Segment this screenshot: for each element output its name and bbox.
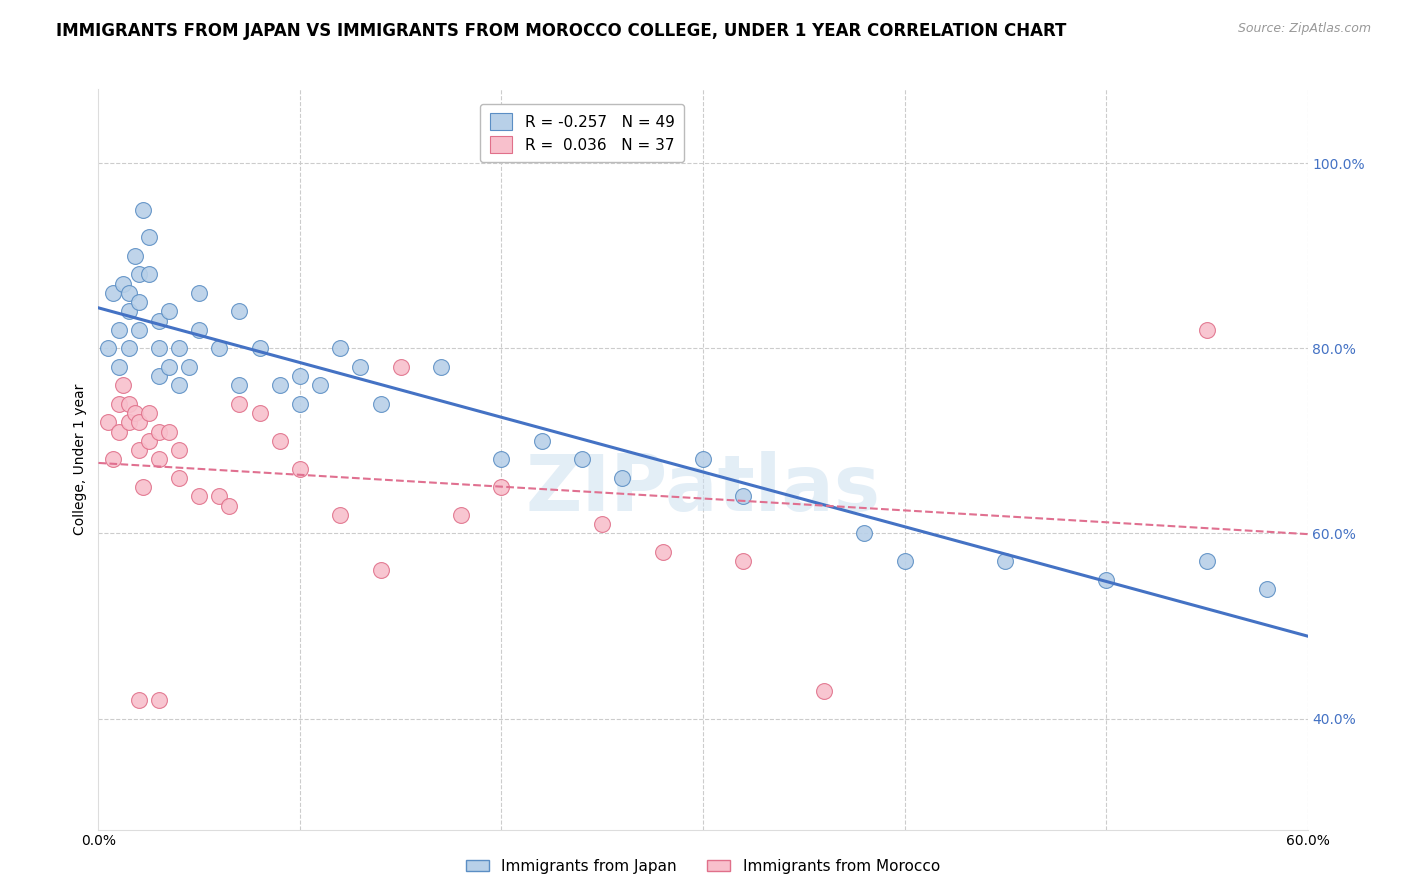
Point [612,471,634,485]
Point [329,342,352,356]
Text: Source: ZipAtlas.com: Source: ZipAtlas.com [1237,22,1371,36]
Point [249,406,271,420]
Point [124,406,146,420]
Point [128,443,150,458]
Point [994,554,1017,568]
Point [138,434,160,448]
Point [188,323,211,337]
Point [813,683,835,698]
Point [329,508,352,522]
Point [167,342,190,356]
Point [148,452,170,467]
Point [157,425,180,439]
Point [167,471,190,485]
Text: IMMIGRANTS FROM JAPAN VS IMMIGRANTS FROM MOROCCO COLLEGE, UNDER 1 YEAR CORRELATI: IMMIGRANTS FROM JAPAN VS IMMIGRANTS FROM… [56,22,1067,40]
Point [450,508,472,522]
Point [692,452,714,467]
Point [157,359,180,374]
Point [148,425,170,439]
Point [370,397,392,411]
Point [118,397,141,411]
Point [107,425,129,439]
Point [107,359,129,374]
Legend: Immigrants from Japan, Immigrants from Morocco: Immigrants from Japan, Immigrants from M… [460,853,946,880]
Point [148,313,170,327]
Point [349,359,371,374]
Point [138,268,160,282]
Point [118,285,141,300]
Point [167,443,190,458]
Point [1095,573,1118,587]
Point [107,323,129,337]
Point [491,480,513,494]
Point [733,489,755,503]
Point [228,378,250,392]
Point [288,461,311,475]
Point [228,304,250,318]
Point [571,452,593,467]
Point [853,526,876,541]
Point [138,230,160,244]
Point [288,369,311,384]
Point [167,378,190,392]
Point [128,323,150,337]
Point [430,359,453,374]
Point [148,693,170,707]
Point [97,416,120,430]
Point [309,378,332,392]
Point [128,268,150,282]
Point [893,554,915,568]
Point [118,304,141,318]
Point [97,342,120,356]
Point [138,406,160,420]
Point [118,342,141,356]
Point [101,452,124,467]
Point [288,397,311,411]
Point [111,378,134,392]
Point [157,304,180,318]
Text: ZIPatlas: ZIPatlas [526,451,880,527]
Point [128,295,150,310]
Point [107,397,129,411]
Point [1256,582,1278,596]
Point [111,277,134,291]
Point [228,397,250,411]
Point [530,434,553,448]
Point [188,489,211,503]
Point [591,517,613,532]
Point [491,452,513,467]
Point [249,342,271,356]
Point [148,369,170,384]
Point [1195,323,1218,337]
Point [208,342,231,356]
Point [148,342,170,356]
Point [101,285,124,300]
Point [118,416,141,430]
Point [269,378,291,392]
Point [269,434,291,448]
Point [179,359,201,374]
Point [208,489,231,503]
Point [218,499,240,513]
Point [132,480,155,494]
Point [128,416,150,430]
Point [1195,554,1218,568]
Y-axis label: College, Under 1 year: College, Under 1 year [73,384,87,535]
Point [128,693,150,707]
Point [389,359,412,374]
Point [733,554,755,568]
Point [132,202,155,217]
Point [651,545,673,559]
Point [188,285,211,300]
Point [370,564,392,578]
Point [124,249,146,263]
Legend: R = -0.257   N = 49, R =  0.036   N = 37: R = -0.257 N = 49, R = 0.036 N = 37 [481,104,683,162]
